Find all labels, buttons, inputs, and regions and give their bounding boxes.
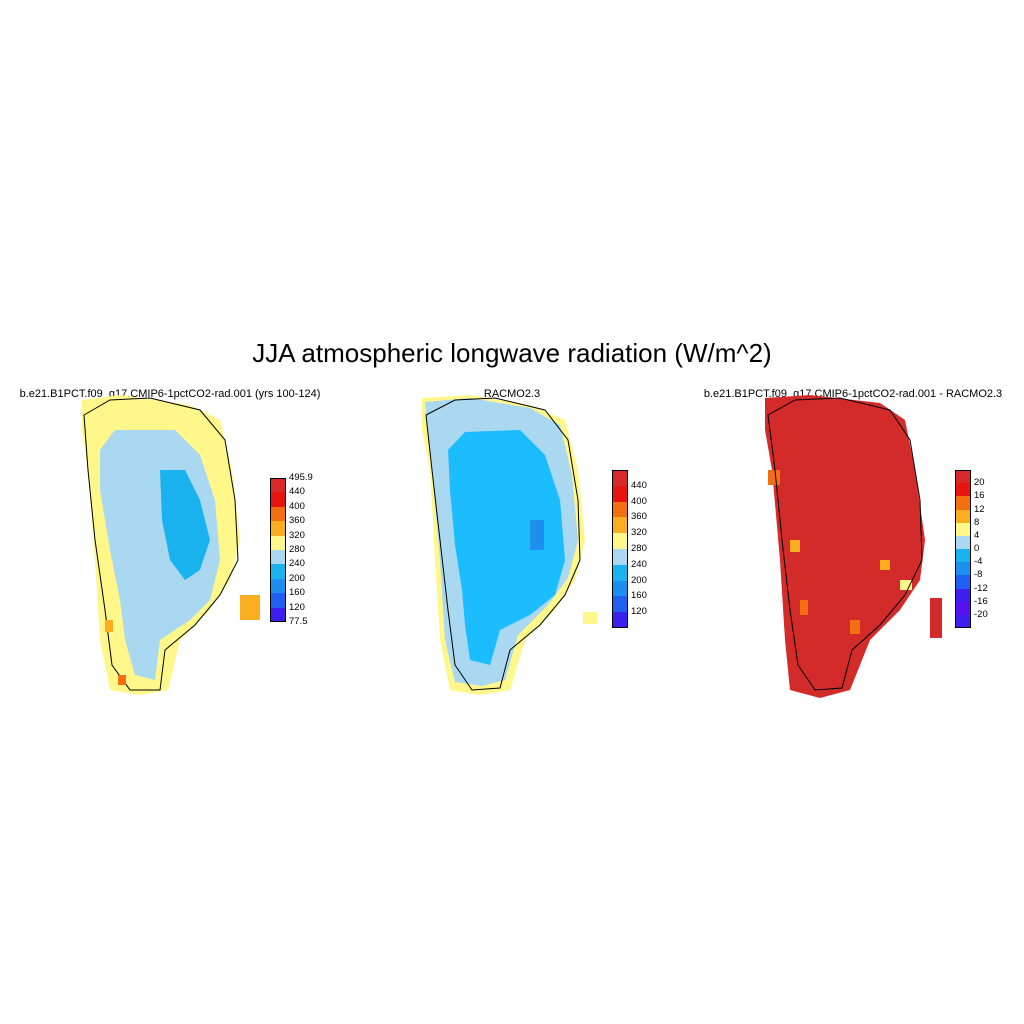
- colorbar-swatch: [270, 564, 286, 580]
- colorbar-label: -8: [974, 569, 983, 581]
- colorbar-swatch: [955, 496, 971, 510]
- greenland-difference: [765, 395, 925, 698]
- main-title: JJA atmospheric longwave radiation (W/m^…: [252, 338, 772, 368]
- colorbar-label: 360: [631, 511, 647, 523]
- coastline: [425, 397, 581, 691]
- colorbar-label: 320: [289, 529, 305, 541]
- colorbar-swatch: [955, 483, 971, 497]
- panel-3-map: [765, 395, 942, 698]
- panel-2-map: [422, 395, 597, 695]
- colorbar-label: 200: [289, 572, 305, 584]
- colorbar-label: 440: [631, 479, 647, 491]
- panel-2-title: RACMO2.3: [483, 388, 541, 400]
- colorbar-swatch: [612, 549, 628, 566]
- colorbar-swatch: [612, 533, 628, 550]
- coastline: [767, 397, 923, 691]
- colorbar-swatch: [270, 492, 286, 508]
- colorbar-label: 280: [289, 544, 305, 555]
- colorbar-label: -20: [974, 608, 988, 620]
- colorbar-swatch: [955, 562, 971, 576]
- colorbar-label: 120: [631, 606, 647, 618]
- colorbar-swatch: [955, 535, 971, 550]
- colorbar-box: [955, 470, 971, 628]
- colorbar-box: [612, 470, 628, 628]
- colorbar-swatch: [955, 509, 971, 524]
- colorbar-label: -4: [974, 556, 983, 568]
- colorbar-label: 400: [289, 500, 305, 512]
- colorbar-swatch: [270, 593, 286, 609]
- colorbar-label: 160: [289, 587, 305, 599]
- colorbar-label: 4: [974, 529, 980, 541]
- colorbar-label: 20: [974, 477, 985, 489]
- panel-1-title: b.e21.B1PCT.f09_g17.CMIP6-1pctCO2-rad.00…: [19, 388, 321, 400]
- greenland-interior: [448, 430, 565, 665]
- panel-3-title: b.e21.B1PCT.f09_g17.CMIP6-1pctCO2-rad.00…: [703, 388, 1003, 400]
- colorbar-swatch: [955, 549, 971, 563]
- colorbar-label: 240: [289, 558, 305, 570]
- colorbar-label: 320: [631, 527, 647, 539]
- colorbar-label: 12: [974, 503, 985, 515]
- interior-low-zone: [160, 470, 210, 580]
- colorbar-label: 400: [631, 495, 647, 507]
- colorbar-label: -12: [974, 582, 988, 594]
- coastline: [83, 397, 239, 691]
- colorbar-swatch: [612, 501, 628, 518]
- colorbar-swatch: [270, 578, 286, 594]
- colorbar-swatch: [955, 470, 971, 484]
- colorbar-label: 16: [974, 490, 985, 502]
- colorbar-swatch: [270, 550, 286, 565]
- colorbar-swatch: [955, 522, 971, 537]
- colorbar-swatch: [612, 564, 628, 582]
- warm-patch: [583, 612, 597, 624]
- warm-patches: [105, 595, 260, 685]
- colorbar-swatch: [955, 575, 971, 589]
- colorbar-box: [270, 478, 286, 622]
- colorbar-label: 160: [631, 590, 647, 602]
- colorbar-label: 0: [974, 543, 980, 554]
- colorbar-label: 240: [631, 558, 647, 570]
- colorbar-label: 495.9: [289, 472, 313, 483]
- colorbar-swatch: [612, 485, 628, 503]
- colorbar-swatch: [270, 478, 286, 493]
- colorbar-label: 280: [631, 543, 647, 554]
- colorbar-swatch: [612, 580, 628, 597]
- colorbar-swatch: [612, 612, 628, 629]
- panel-1-map: [82, 395, 260, 695]
- colorbar-swatch: [955, 614, 971, 629]
- colorbar-label: 440: [289, 486, 305, 498]
- colorbar-label: -16: [974, 595, 988, 607]
- colorbar-label: 120: [289, 601, 305, 613]
- colorbar-label: 8: [974, 516, 980, 528]
- colorbar-swatch: [612, 470, 628, 487]
- colorbar-swatch: [612, 596, 628, 613]
- colorbar-swatch: [955, 588, 971, 603]
- margin-patches: [768, 470, 942, 638]
- colorbar-swatch: [270, 607, 286, 623]
- colorbar-label: 77.5: [289, 616, 308, 627]
- colorbar-swatch: [612, 517, 628, 534]
- colorbar-swatch: [270, 535, 286, 551]
- colorbar-swatch: [955, 601, 971, 616]
- colorbar-label: 360: [289, 515, 305, 527]
- colorbar-swatch: [270, 521, 286, 537]
- colorbar-label: 200: [631, 574, 647, 586]
- colorbar-swatch: [270, 506, 286, 522]
